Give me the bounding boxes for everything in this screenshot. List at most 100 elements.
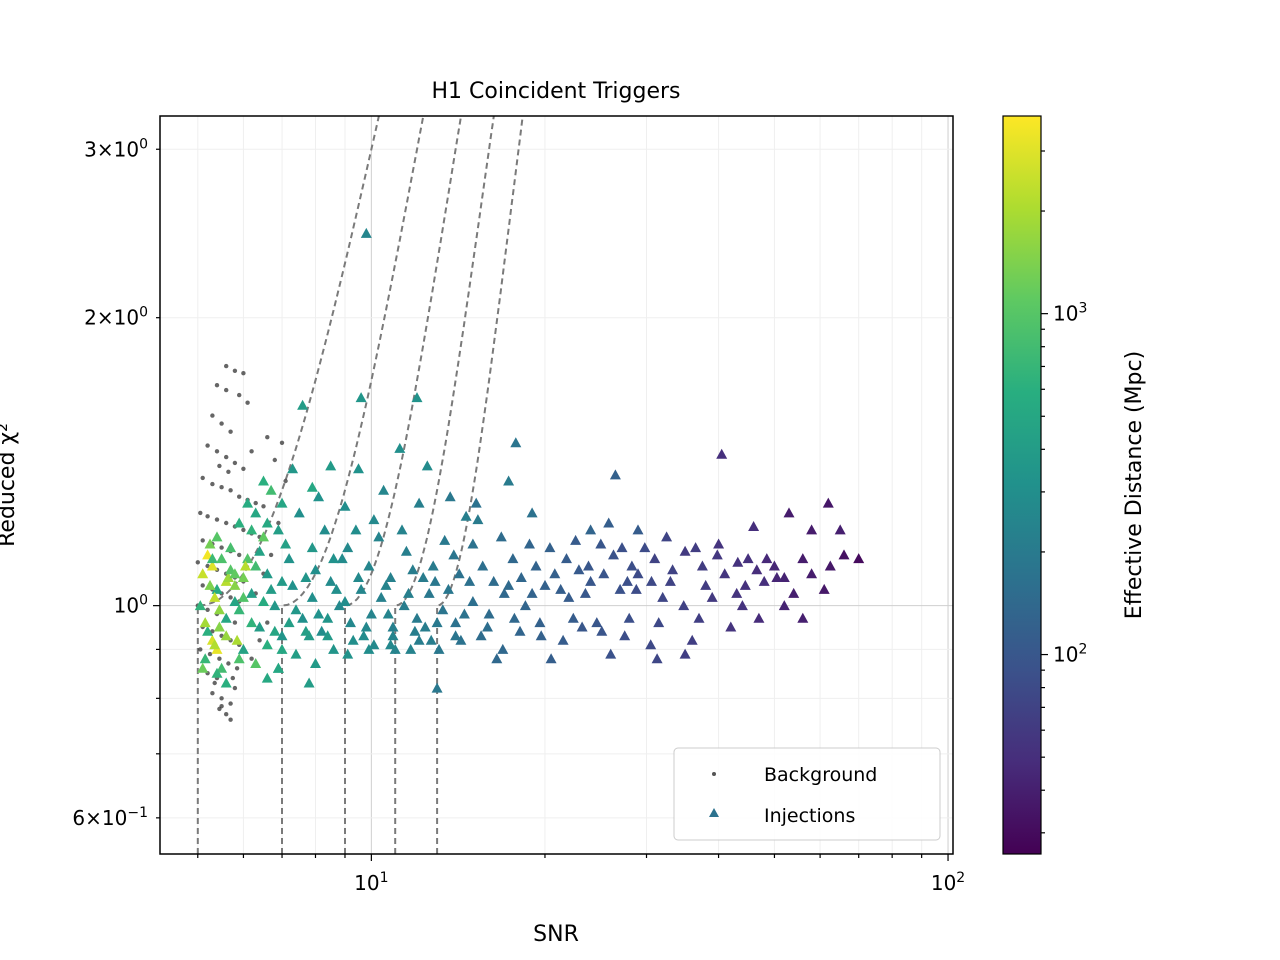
background-point — [224, 712, 229, 717]
injection-point — [300, 625, 312, 636]
background-point — [265, 620, 270, 625]
injection-point — [603, 517, 615, 528]
background-point — [219, 485, 224, 490]
background-point — [268, 552, 274, 558]
injection-point — [319, 524, 331, 535]
injection-point — [229, 579, 241, 590]
injection-point — [557, 634, 569, 645]
injection-point — [544, 542, 556, 553]
injection-point — [664, 575, 676, 586]
background-point — [226, 469, 231, 474]
colorbar: 102 103 Effective Distance (Mpc) — [1002, 115, 1147, 855]
background-point — [241, 527, 246, 533]
injection-point — [213, 604, 225, 615]
injection-point — [475, 630, 487, 641]
background-point — [198, 647, 203, 652]
background-point — [214, 383, 220, 388]
injection-point — [579, 587, 591, 598]
injection-point — [753, 612, 765, 623]
legend: Background Injections — [673, 747, 941, 841]
injection-point — [545, 653, 557, 664]
injection-point — [427, 560, 439, 571]
background-point — [210, 691, 215, 696]
injection-point — [421, 460, 433, 471]
injection-point — [233, 604, 245, 615]
injection-point — [503, 579, 515, 590]
injection-point — [246, 524, 258, 535]
injection-point — [382, 608, 394, 619]
background-point — [257, 638, 262, 643]
background-point — [228, 488, 233, 493]
colorbar-gradient — [1002, 115, 1042, 855]
injection-point — [331, 583, 342, 594]
injection-point — [363, 560, 375, 571]
background-point — [249, 449, 254, 454]
injection-point — [797, 553, 809, 564]
injection-point — [477, 560, 489, 571]
injection-point — [250, 560, 262, 571]
injection-point — [700, 579, 712, 590]
background-point — [198, 510, 203, 516]
injection-point — [748, 521, 760, 531]
injection-point — [261, 517, 273, 528]
injection-point — [328, 553, 340, 564]
injection-point — [237, 591, 249, 602]
injection-point — [254, 621, 266, 632]
injection-point — [639, 542, 651, 553]
background-point — [224, 520, 229, 526]
injection-point — [719, 568, 731, 579]
legend-injections-marker — [709, 808, 719, 817]
injection-point — [453, 568, 465, 579]
injection-point — [246, 587, 258, 598]
injection-point — [413, 634, 425, 645]
background-point — [272, 457, 277, 463]
injection-point — [313, 491, 325, 502]
injection-point — [567, 612, 579, 623]
threshold-contour — [281, 116, 425, 854]
injection-point — [742, 553, 754, 564]
injection-point — [442, 583, 454, 594]
injection-point — [491, 653, 503, 664]
injection-point — [204, 579, 216, 590]
injection-point — [598, 568, 610, 579]
injection-point — [711, 549, 723, 560]
injection-point — [240, 560, 251, 571]
injection-point — [437, 604, 449, 615]
background-point — [232, 368, 238, 373]
injection-point — [482, 621, 493, 632]
background-point — [219, 704, 224, 709]
injection-point — [350, 524, 362, 535]
injection-point — [322, 630, 334, 641]
injection-point — [503, 475, 515, 486]
colorbar-tick-label: 103 — [1053, 301, 1087, 326]
background-point — [249, 656, 254, 661]
background-point — [205, 607, 210, 612]
background-point — [214, 517, 220, 522]
injection-point — [570, 534, 582, 545]
injection-point — [242, 553, 254, 564]
injection-point — [585, 524, 597, 535]
injection-point — [679, 545, 691, 556]
injection-point — [591, 617, 603, 628]
background-point — [241, 466, 246, 471]
injection-point — [358, 630, 370, 641]
background-point — [276, 520, 281, 526]
injection-point — [280, 538, 292, 549]
injection-point — [387, 630, 399, 641]
injection-point — [276, 630, 288, 641]
background-point — [200, 583, 205, 588]
injection-point — [433, 643, 445, 654]
grid-lines — [160, 116, 953, 854]
injection-point — [417, 572, 429, 582]
background-point — [205, 443, 210, 448]
injection-point — [272, 524, 284, 535]
injection-point — [261, 568, 273, 579]
background-point — [237, 552, 242, 558]
background-point — [237, 494, 242, 499]
background-point — [245, 400, 250, 405]
injection-point — [258, 596, 269, 606]
injection-point — [423, 587, 435, 598]
colorbar-label: Effective Distance (Mpc) — [1122, 351, 1147, 619]
legend-background-marker — [712, 772, 716, 776]
